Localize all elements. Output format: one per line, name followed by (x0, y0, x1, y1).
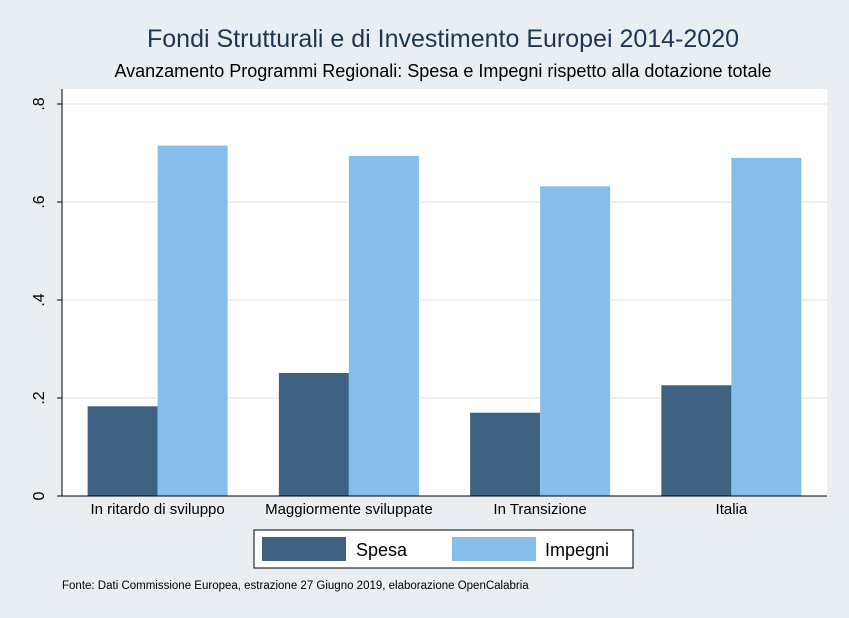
chart-subtitle: Avanzamento Programmi Regionali: Spesa e… (114, 61, 771, 81)
chart-title: Fondi Strutturali e di Investimento Euro… (147, 25, 739, 53)
y-tick-label: .8 (31, 97, 48, 110)
y-tick-label: 0 (31, 491, 48, 500)
source-note: Fonte: Dati Commissione Europea, estrazi… (62, 580, 529, 592)
legend: Spesa Impegni (253, 529, 634, 569)
y-axis: 0 .2 .4 .6 .8 (31, 89, 63, 500)
x-tick-label: Italia (716, 501, 748, 518)
bars-group (87, 145, 802, 496)
bar-impegni (348, 155, 419, 496)
y-tick-label: .6 (31, 195, 48, 208)
y-tick-label: .4 (31, 293, 48, 306)
y-tick-label: .2 (31, 391, 48, 404)
bar-impegni (540, 186, 611, 496)
legend-label-spesa: Spesa (356, 540, 408, 560)
x-tick-label: In Transizione (493, 501, 586, 518)
legend-swatch-spesa (262, 537, 346, 561)
x-tick-label: In ritardo di sviluppo (91, 501, 225, 518)
bar-spesa (278, 373, 349, 496)
bar-spesa (87, 406, 158, 496)
bar-spesa (661, 385, 732, 496)
x-tick-label: Maggiormente sviluppate (265, 501, 433, 518)
bar-spesa (470, 412, 541, 496)
bar-impegni (731, 157, 802, 496)
legend-swatch-impegni (452, 537, 536, 561)
x-axis: In ritardo di sviluppo Maggiormente svilu… (62, 495, 827, 518)
legend-label-impegni: Impegni (545, 540, 609, 560)
bar-impegni (157, 145, 228, 496)
